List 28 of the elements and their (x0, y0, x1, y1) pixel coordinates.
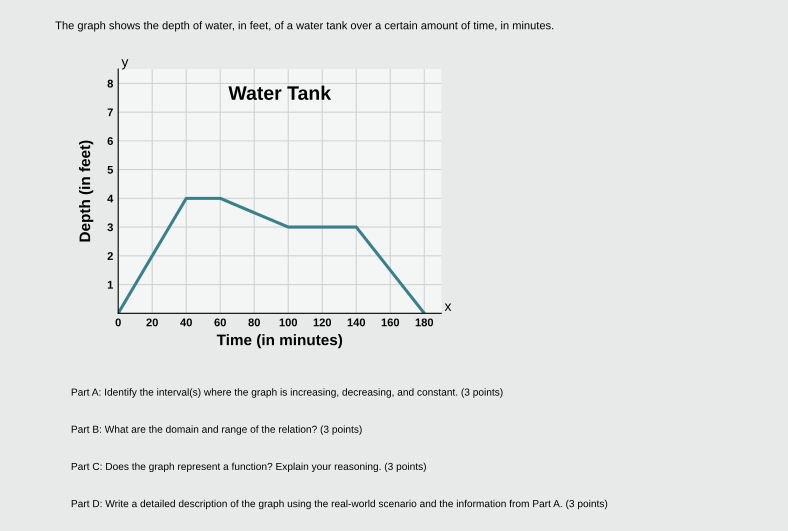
x-tick-label: 180 (416, 318, 434, 326)
x-tick-label: 20 (146, 318, 158, 326)
text: The graph shows the depth of water, in feet, of a water tank over a certain amount of time, in minutes. (55, 21, 554, 32)
x-tick-label: 60 (214, 318, 226, 326)
x-tick-label: 120 (314, 318, 332, 326)
x-tick-label: 100 (280, 318, 298, 326)
y-tick-label: 4 (107, 194, 114, 202)
text: x (444, 304, 452, 311)
y-tick-label: 3 (107, 223, 113, 232)
text: Water Tank (228, 86, 332, 100)
x-tick-label: 160 (382, 318, 400, 326)
y-tick-label: 6 (108, 137, 113, 146)
x-tick-label: 0 (116, 318, 121, 326)
y-axis-title: Depth (in feet) (79, 140, 94, 242)
y-tick-label: 1 (108, 280, 114, 289)
x-axis-title: Time (in minutes) (216, 334, 342, 348)
text: Part A: Identify the interval(s) where the graph is increasing, decreasing, and constant. (3 points) (72, 388, 503, 398)
y-tick-label: 7 (108, 108, 113, 116)
text: Part C: Does the graph represent a function? Explain your reasoning. (3 points) (72, 462, 426, 472)
x-tick-label: 140 (348, 318, 366, 326)
y-tick-label: 2 (108, 252, 113, 260)
annotation: y (121, 59, 128, 70)
y-tick-label: 5 (108, 166, 114, 174)
y-tick-label: 8 (108, 80, 113, 88)
x-tick-label: 40 (180, 318, 192, 326)
x-tick-label: 80 (248, 318, 260, 326)
text: Part B: What are the domain and range of the relation? (3 points) (72, 425, 362, 435)
text: Part D: Write a detailed description of the graph using the real-world scenario and the information from Part A. (3 points) (72, 500, 608, 510)
